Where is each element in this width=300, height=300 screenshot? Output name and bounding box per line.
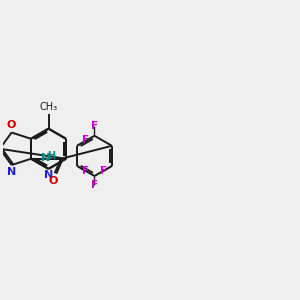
Text: N: N xyxy=(40,153,50,163)
Text: CH₃: CH₃ xyxy=(40,103,58,112)
Text: F: F xyxy=(82,166,89,176)
Text: O: O xyxy=(7,120,16,130)
Text: N: N xyxy=(44,170,53,180)
Text: H: H xyxy=(46,151,55,161)
Text: N: N xyxy=(7,167,16,177)
Text: F: F xyxy=(91,122,98,131)
Text: F: F xyxy=(91,180,98,190)
Text: F: F xyxy=(82,135,89,146)
Text: O: O xyxy=(49,176,58,186)
Text: F: F xyxy=(100,166,107,176)
